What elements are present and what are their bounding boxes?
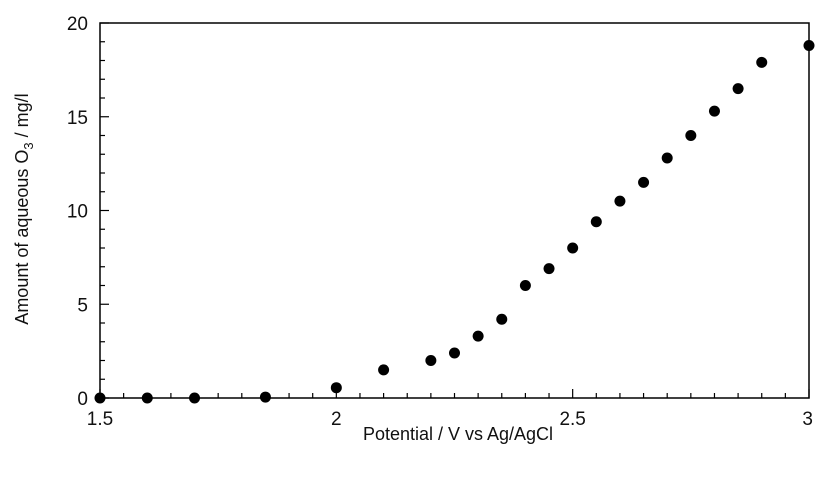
plot-frame bbox=[100, 23, 809, 398]
data-point bbox=[260, 392, 271, 403]
x-axis-label: Potential / V vs Ag/AgCl bbox=[363, 424, 553, 444]
y-axis-label: Amount of aqueous O3 / mg/l bbox=[12, 93, 36, 324]
tick-labels: 0 5 10 15 20 1.5 2 2.5 3 bbox=[67, 14, 813, 430]
data-point bbox=[473, 331, 484, 342]
data-points bbox=[95, 40, 815, 404]
data-point bbox=[520, 280, 531, 291]
y-axis-label-suffix: / mg/l bbox=[12, 93, 32, 142]
axis-ticks bbox=[100, 23, 809, 398]
x-tick-label: 3 bbox=[802, 409, 813, 430]
data-point bbox=[733, 83, 744, 94]
y-axis-label-prefix: Amount of aqueous O bbox=[12, 150, 32, 325]
data-point bbox=[449, 348, 460, 359]
x-tick-label: 2.5 bbox=[559, 409, 585, 430]
y-tick-label: 5 bbox=[77, 295, 88, 316]
data-point bbox=[662, 153, 673, 164]
data-point bbox=[95, 393, 106, 404]
data-point bbox=[142, 393, 153, 404]
data-point bbox=[614, 196, 625, 207]
x-tick-label: 2 bbox=[331, 409, 342, 430]
x-tick-label: 1.5 bbox=[87, 409, 113, 430]
data-point bbox=[804, 40, 815, 51]
y-axis-label-subscript: 3 bbox=[21, 142, 36, 149]
data-point bbox=[544, 263, 555, 274]
data-point bbox=[189, 393, 200, 404]
data-point bbox=[756, 57, 767, 68]
data-point bbox=[378, 364, 389, 375]
y-tick-label: 10 bbox=[67, 202, 88, 223]
data-point bbox=[709, 106, 720, 117]
y-tick-label: 15 bbox=[67, 108, 88, 129]
data-point bbox=[331, 382, 342, 393]
y-tick-label: 20 bbox=[67, 14, 88, 35]
y-tick-label: 0 bbox=[77, 389, 88, 410]
data-point bbox=[591, 216, 602, 227]
data-point bbox=[567, 243, 578, 254]
data-point bbox=[685, 130, 696, 141]
data-point bbox=[638, 177, 649, 188]
data-point bbox=[496, 314, 507, 325]
plot-border bbox=[100, 23, 809, 398]
data-point bbox=[425, 355, 436, 366]
